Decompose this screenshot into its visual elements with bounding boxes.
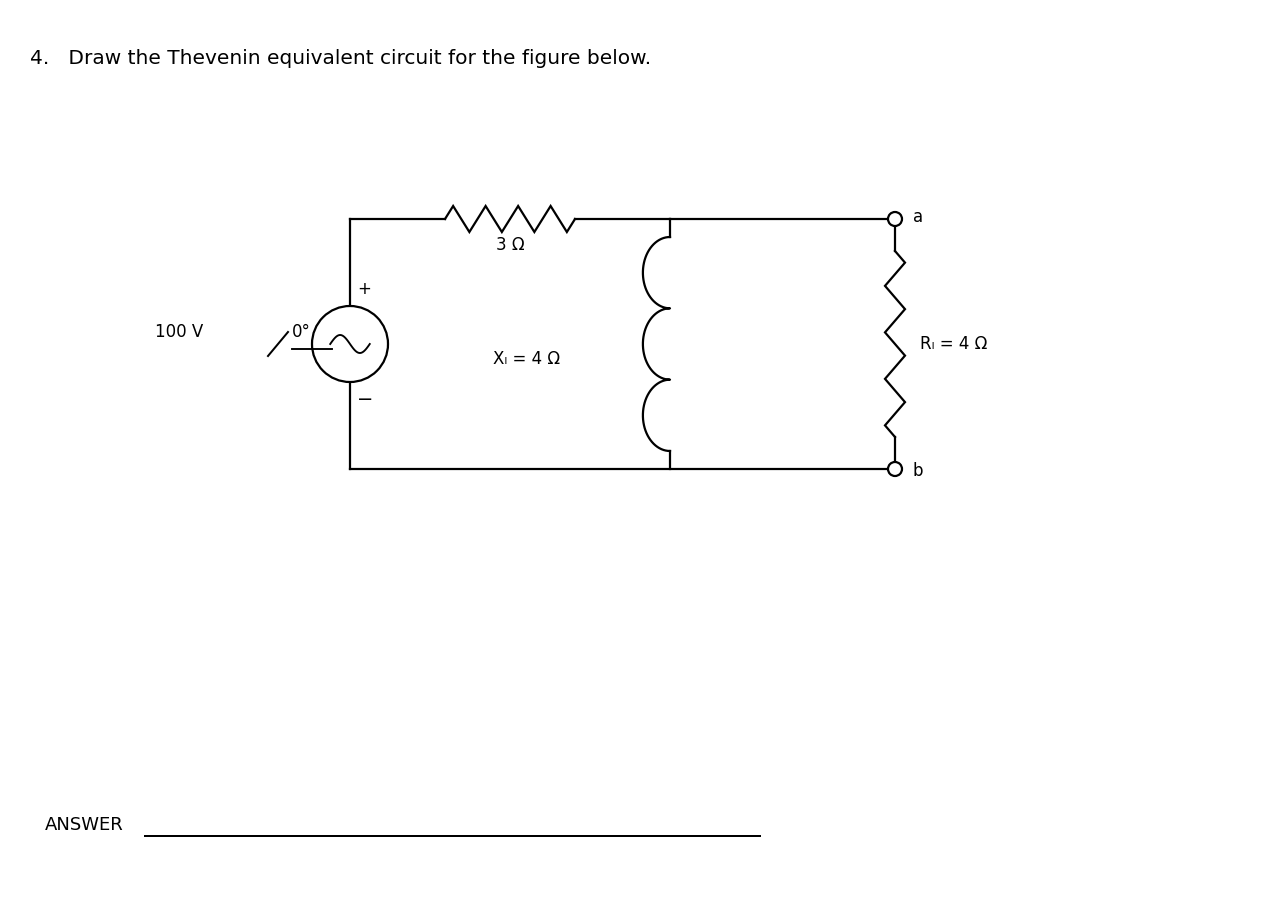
Text: ANSWER: ANSWER xyxy=(45,816,123,834)
Circle shape xyxy=(889,462,901,476)
Text: Xₗ = 4 Ω: Xₗ = 4 Ω xyxy=(493,350,560,368)
Text: b: b xyxy=(913,462,923,480)
Text: 3 Ω: 3 Ω xyxy=(496,236,524,254)
Text: +: + xyxy=(357,280,371,298)
Circle shape xyxy=(889,212,901,226)
Text: a: a xyxy=(913,208,923,226)
Text: 4.   Draw the Thevenin equivalent circuit for the figure below.: 4. Draw the Thevenin equivalent circuit … xyxy=(30,49,651,68)
Text: 0°: 0° xyxy=(291,323,311,341)
Text: 100 V: 100 V xyxy=(155,323,203,341)
Text: −: − xyxy=(357,390,374,409)
Text: Rₗ = 4 Ω: Rₗ = 4 Ω xyxy=(921,335,987,353)
